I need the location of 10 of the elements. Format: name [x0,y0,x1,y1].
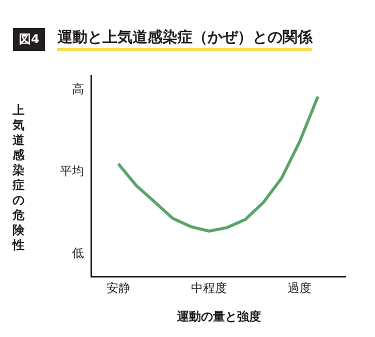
caption: 図4 [13,28,46,51]
text: 高 [72,82,84,96]
text: 上気道感染症の危険性 [12,103,24,252]
x-tick-label: 中程度 [191,280,228,295]
text: 平均 [60,164,84,178]
text: 低 [72,246,84,260]
x-tick-label: 安静 [106,280,130,295]
x-axis-title: 運動の量と強度 [176,310,261,324]
x-tick-label: 過度 [288,280,312,295]
chart-title: 運動と上気道感染症（かぜ）との関係 [57,28,312,51]
